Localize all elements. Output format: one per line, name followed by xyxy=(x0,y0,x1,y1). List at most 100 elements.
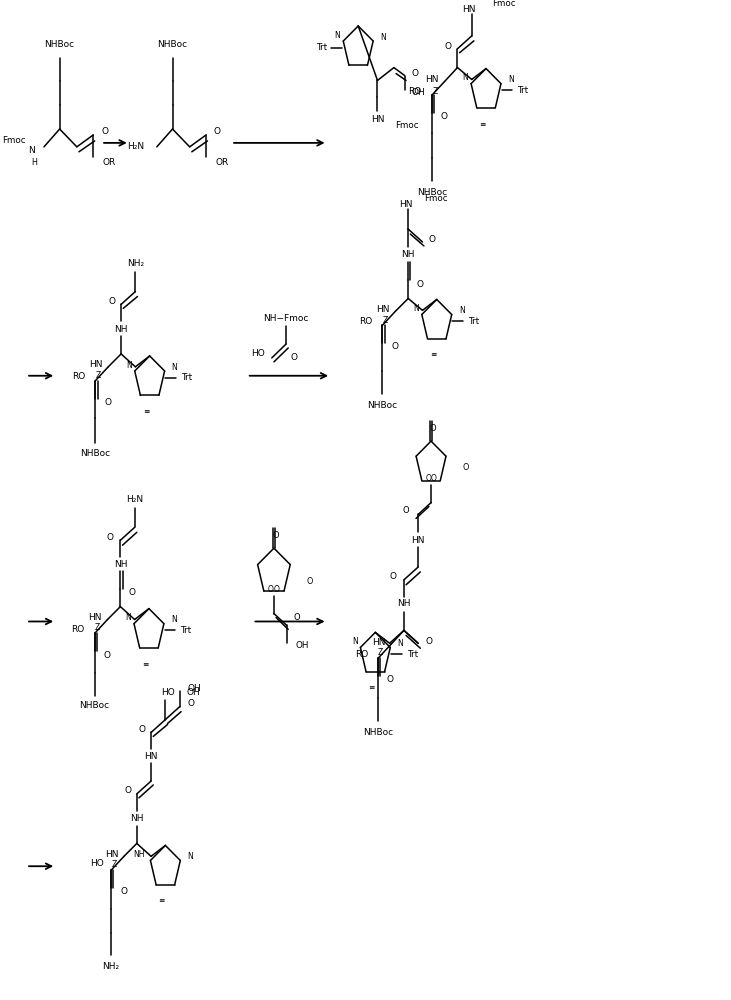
Text: O: O xyxy=(124,786,131,795)
Text: O: O xyxy=(403,506,409,515)
Text: ≡: ≡ xyxy=(480,120,485,129)
Text: HN: HN xyxy=(89,360,102,369)
Text: NH: NH xyxy=(401,250,415,259)
Text: OR: OR xyxy=(102,158,115,167)
Text: O: O xyxy=(274,585,280,594)
Text: OH: OH xyxy=(186,688,200,697)
Text: Fmoc: Fmoc xyxy=(395,121,419,130)
Text: Z: Z xyxy=(94,623,99,632)
Text: Trt: Trt xyxy=(316,43,327,52)
Text: NH: NH xyxy=(130,814,143,823)
Text: O: O xyxy=(428,235,435,244)
Text: N: N xyxy=(508,75,514,84)
Text: NHBoc: NHBoc xyxy=(157,40,188,49)
Text: O: O xyxy=(107,533,114,542)
Text: HN: HN xyxy=(376,305,390,314)
Text: NH: NH xyxy=(114,325,128,334)
Text: ≡: ≡ xyxy=(368,683,375,692)
Text: OH: OH xyxy=(295,641,309,650)
Text: N: N xyxy=(380,33,386,42)
Text: NHBoc: NHBoc xyxy=(363,728,393,737)
Text: N: N xyxy=(28,146,34,155)
Text: NHBoc: NHBoc xyxy=(45,40,75,49)
Text: N: N xyxy=(335,31,341,40)
Text: NHBoc: NHBoc xyxy=(417,188,447,197)
Text: N: N xyxy=(459,306,465,315)
Text: RO: RO xyxy=(359,317,373,326)
Text: O: O xyxy=(108,297,115,306)
Text: NH−Fmoc: NH−Fmoc xyxy=(263,314,308,323)
Text: N: N xyxy=(463,73,469,82)
Text: N: N xyxy=(172,363,178,372)
Text: HO: HO xyxy=(251,349,265,358)
Text: O: O xyxy=(105,398,112,407)
Text: Trt: Trt xyxy=(181,626,192,635)
Text: O: O xyxy=(103,651,110,660)
Text: NHBoc: NHBoc xyxy=(80,701,110,710)
Text: O: O xyxy=(188,699,194,708)
Text: Z: Z xyxy=(378,648,383,657)
Text: Trt: Trt xyxy=(406,650,418,659)
Text: HN: HN xyxy=(371,115,385,124)
Text: HN: HN xyxy=(425,75,439,84)
Text: Trt: Trt xyxy=(518,86,529,95)
Text: Z: Z xyxy=(383,316,388,325)
Text: O: O xyxy=(268,585,274,594)
Text: O: O xyxy=(129,588,136,597)
Text: Fmoc: Fmoc xyxy=(1,136,26,145)
Text: O: O xyxy=(121,887,127,896)
Text: Trt: Trt xyxy=(181,373,192,382)
Text: NH: NH xyxy=(133,850,145,859)
Text: O: O xyxy=(412,69,419,78)
Text: HN: HN xyxy=(105,850,118,859)
Text: HN: HN xyxy=(88,613,102,622)
Text: O: O xyxy=(390,572,397,581)
Text: N: N xyxy=(352,637,357,646)
Text: NH: NH xyxy=(113,560,127,569)
Text: OR: OR xyxy=(216,158,229,167)
Text: Fmoc: Fmoc xyxy=(492,0,515,8)
Text: Fmoc: Fmoc xyxy=(424,194,447,203)
Text: OH: OH xyxy=(188,684,201,693)
Text: RO: RO xyxy=(409,87,422,96)
Text: Z: Z xyxy=(96,371,101,380)
Text: O: O xyxy=(101,127,108,136)
Text: O: O xyxy=(392,342,399,351)
Text: O: O xyxy=(431,474,436,483)
Text: NHBoc: NHBoc xyxy=(368,401,398,410)
Text: O: O xyxy=(387,675,394,684)
Text: O: O xyxy=(463,463,469,472)
Text: H: H xyxy=(31,158,37,167)
Text: RO: RO xyxy=(355,650,368,659)
Text: ≡: ≡ xyxy=(159,896,165,905)
Text: N: N xyxy=(413,304,419,313)
Text: O: O xyxy=(307,577,313,586)
Text: O: O xyxy=(425,637,432,646)
Text: HN: HN xyxy=(372,638,385,647)
Text: O: O xyxy=(444,42,451,51)
Text: OH: OH xyxy=(412,88,425,97)
Text: RO: RO xyxy=(72,625,85,634)
Text: RO: RO xyxy=(72,372,86,381)
Text: NHBoc: NHBoc xyxy=(80,449,110,458)
Text: O: O xyxy=(138,725,145,734)
Text: O: O xyxy=(417,280,424,289)
Text: O: O xyxy=(429,424,436,433)
Text: O: O xyxy=(426,474,432,483)
Text: HN: HN xyxy=(412,536,425,545)
Text: ≡: ≡ xyxy=(430,350,436,359)
Text: HN: HN xyxy=(144,752,158,761)
Text: O: O xyxy=(214,127,221,136)
Text: HO: HO xyxy=(90,859,104,868)
Text: H₂N: H₂N xyxy=(126,142,144,151)
Text: N: N xyxy=(398,639,404,648)
Text: N: N xyxy=(126,613,131,622)
Text: N: N xyxy=(171,615,177,624)
Text: O: O xyxy=(272,531,279,540)
Text: ≡: ≡ xyxy=(143,407,149,416)
Text: H₂N: H₂N xyxy=(126,495,143,504)
Text: NH₂: NH₂ xyxy=(102,962,120,971)
Text: HN: HN xyxy=(399,200,412,209)
Text: NH: NH xyxy=(397,599,411,608)
Text: Trt: Trt xyxy=(468,317,480,326)
